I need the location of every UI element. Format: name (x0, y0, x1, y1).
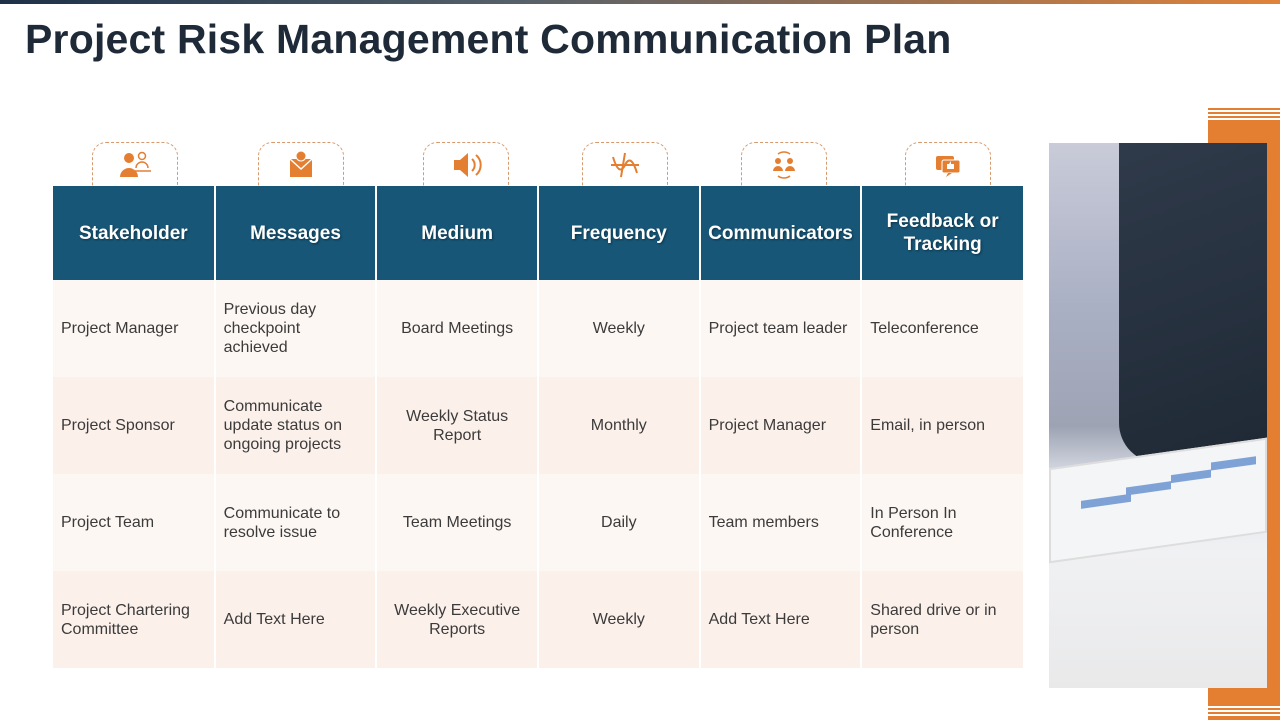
table-cell: Project Chartering Committee (53, 571, 215, 668)
column-header: Feedback or Tracking (860, 186, 1023, 280)
wave-frequency-icon (582, 142, 668, 186)
table-row: Project Chartering Committee Add Text Her… (53, 571, 1023, 668)
table-cell: Add Text Here (698, 571, 862, 668)
table-row: Project Team Communicate to resolve issue… (53, 474, 1023, 571)
business-tablet-photo (1049, 143, 1267, 688)
speaker-icon (423, 142, 509, 186)
column-header: Medium (375, 186, 538, 280)
table-cell: Project Manager (53, 280, 215, 377)
table-cell: Shared drive or in person (860, 571, 1023, 668)
table-header-row: Stakeholder Messages Medium Frequency Co… (53, 186, 1023, 280)
column-header: Messages (213, 186, 377, 280)
table-cell: Daily (536, 474, 700, 571)
top-accent-bar (0, 0, 1280, 4)
communication-plan-table: Stakeholder Messages Medium Frequency Co… (53, 186, 1023, 668)
envelope-message-icon (258, 142, 344, 186)
feedback-thumbs-up-icon (905, 142, 991, 186)
table-cell: Weekly (536, 571, 700, 668)
slide-title: Project Risk Management Communication Pl… (25, 16, 952, 62)
table-cell: In Person In Conference (860, 474, 1023, 571)
column-header: Stakeholder (53, 186, 215, 280)
table-cell: Project Sponsor (53, 377, 215, 474)
table-cell: Project Manager (698, 377, 862, 474)
table-row: Project Sponsor Communicate update status… (53, 377, 1023, 474)
table-cell: Project Team (53, 474, 215, 571)
stripe-decoration (1208, 108, 1280, 122)
table-cell: Weekly (536, 280, 700, 377)
stakeholder-icon (92, 142, 178, 186)
people-cycle-icon (741, 142, 827, 186)
table-cell: Communicate to resolve issue (213, 474, 377, 571)
table-cell: Team Meetings (375, 474, 538, 571)
table-cell: Previous day checkpoint achieved (213, 280, 377, 377)
column-header: Communicators (698, 186, 862, 280)
table-row: Project Manager Previous day checkpoint a… (53, 280, 1023, 377)
table-cell: Monthly (536, 377, 700, 474)
table-cell: Weekly Status Report (375, 377, 538, 474)
table-cell: Team members (698, 474, 862, 571)
table-cell: Add Text Here (213, 571, 377, 668)
stripe-decoration (1208, 704, 1280, 718)
table-cell: Email, in person (860, 377, 1023, 474)
table-cell: Weekly Executive Reports (375, 571, 538, 668)
table-cell: Board Meetings (375, 280, 538, 377)
table-cell: Teleconference (860, 280, 1023, 377)
table-cell: Communicate update status on ongoing pro… (213, 377, 377, 474)
column-header: Frequency (536, 186, 700, 280)
table-cell: Project team leader (698, 280, 862, 377)
